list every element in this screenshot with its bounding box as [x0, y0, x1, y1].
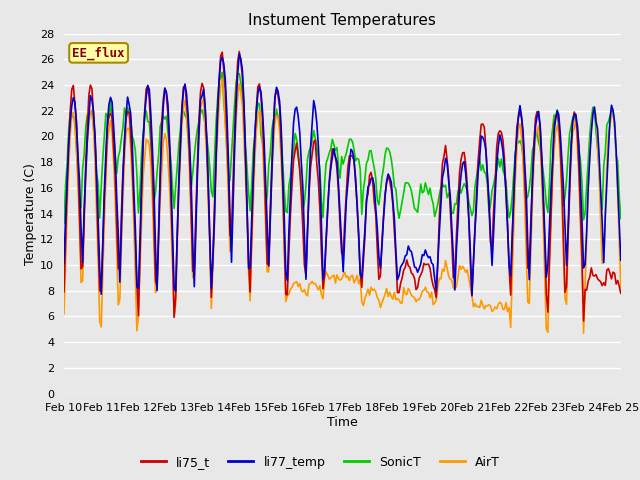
X-axis label: Time: Time	[327, 416, 358, 429]
Legend: li75_t, li77_temp, SonicT, AirT: li75_t, li77_temp, SonicT, AirT	[136, 451, 504, 474]
Y-axis label: Temperature (C): Temperature (C)	[24, 163, 37, 264]
Text: EE_flux: EE_flux	[72, 46, 125, 60]
Title: Instument Temperatures: Instument Temperatures	[248, 13, 436, 28]
